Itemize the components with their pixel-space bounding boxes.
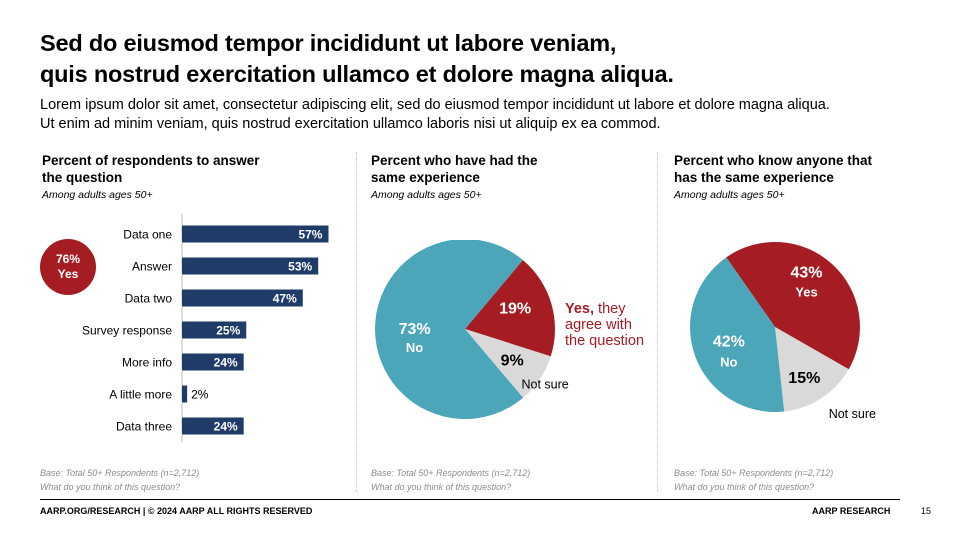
yes-callout-line-3: the question (565, 333, 644, 349)
yes-callout-line-2: agree with (565, 317, 632, 333)
panel-2-title-line-1: Percent who have had the (371, 153, 538, 168)
pie-slice-name: Yes (795, 284, 817, 299)
pie-slice (465, 329, 551, 398)
pie-value-label: 9% (501, 353, 524, 370)
bar (182, 257, 319, 275)
bar-value-label: 24% (214, 420, 238, 434)
bar-category-label: Data three (116, 420, 172, 434)
panel-1-header: Percent of respondents to answer the que… (42, 152, 342, 202)
panel-1-subtitle: Among adults ages 50+ (42, 189, 153, 201)
panel-2-note: Base: Total 50+ Respondents (n=2,712) Wh… (371, 466, 530, 494)
panel-3-header: Percent who know anyone that has the sam… (674, 152, 944, 202)
pie-slice (375, 240, 524, 419)
bar (182, 353, 244, 371)
bar-value-label: 25% (216, 324, 240, 338)
panel-2-header: Percent who have had the same experience… (371, 152, 651, 202)
panel-3-subtitle: Among adults ages 50+ (674, 189, 785, 201)
bar-category-label: Answer (132, 260, 172, 274)
pie-value-label: 73% (399, 321, 431, 338)
page-title: Sed do eiusmod tempor incididunt ut labo… (40, 28, 940, 90)
pie-value-label: 19% (499, 300, 531, 317)
panel-2-title-line-2: same experience (371, 170, 480, 185)
pie-value-label: 42% (713, 333, 745, 350)
pie-slice (465, 260, 555, 357)
pie-slice (726, 242, 860, 370)
bar-value-label: 47% (273, 292, 297, 306)
panel-3-title-line-1: Percent who know anyone that (674, 153, 873, 168)
footer-rule (40, 499, 900, 500)
bar-category-label: Data two (125, 292, 173, 306)
footer-right: AARP RESEARCH (812, 506, 891, 516)
panel-1-note-line-2: What do you think of this question? (40, 482, 181, 492)
panel-2-note-line-2: What do you think of this question? (371, 482, 512, 492)
divider-1 (356, 152, 357, 492)
bar (182, 417, 244, 435)
yes-callout-line-1: Yes, they (565, 301, 626, 317)
pie-value-label: 43% (791, 264, 823, 281)
bar-category-label: A little more (109, 388, 172, 402)
pie-slice-name: Not sure (829, 407, 876, 421)
bar (182, 225, 329, 243)
panel-3-note-line-2: What do you think of this question? (674, 482, 815, 492)
bar-chart: Data one 57% Answer 53% Data two 47% Survey re… (82, 214, 329, 442)
pie-value-label: 15% (788, 370, 820, 387)
bar (182, 321, 247, 339)
panel-2-subtitle: Among adults ages 50+ (371, 189, 482, 201)
bar-category-label: Data one (123, 228, 172, 242)
page-number: 15 (921, 506, 932, 516)
pie-chart-2: 43% Yes 15% Not sure 42% No (690, 242, 876, 421)
bar-value-label: 57% (298, 228, 322, 242)
yes-badge-value: 76% (55, 252, 81, 266)
bar-category-label: Survey response (82, 324, 172, 338)
bar-value-label: 53% (288, 260, 312, 274)
page-subtitle: Lorem ipsum dolor sit amet, consectetur … (40, 96, 940, 134)
pie-slice-name: Not sure (522, 378, 569, 392)
panel-2-note-line-1: Base: Total 50+ Respondents (n=2,712) (371, 468, 531, 478)
bar-value-label: 24% (214, 356, 238, 370)
bar (182, 385, 188, 403)
bar-value-label: 2% (191, 388, 209, 402)
panel-1-title-line-2: the question (42, 170, 123, 185)
bar-category-label: More info (122, 356, 172, 370)
panel-3-title-line-2: has the same experience (674, 170, 834, 185)
pie-slice (775, 327, 849, 412)
page-title-line-1: Sed do eiusmod tempor incididunt ut labo… (40, 30, 617, 56)
bar (182, 289, 303, 307)
yes-badge: 76% Yes (40, 239, 96, 295)
panel-3-note: Base: Total 50+ Respondents (n=2,712) Wh… (674, 466, 833, 494)
pie-slice-name: No (720, 354, 737, 369)
panel-3-note-line-1: Base: Total 50+ Respondents (n=2,712) (674, 468, 834, 478)
pie-slice (690, 257, 785, 412)
pie-slice-name: No (406, 340, 423, 355)
panel-1-title-line-1: Percent of respondents to answer (42, 153, 260, 168)
footer-left: AARP.ORG/RESEARCH | © 2024 AARP ALL RIGH… (40, 506, 313, 516)
page-subtitle-line-2: Ut enim ad minim veniam, quis nostrud ex… (40, 116, 661, 132)
divider-2 (657, 152, 658, 492)
page-title-line-2: quis nostrud exercitation ullamco et dol… (40, 61, 674, 87)
panel-1-note: Base: Total 50+ Respondents (n=2,712) Wh… (40, 466, 199, 494)
page-subtitle-line-1: Lorem ipsum dolor sit amet, consectetur … (40, 97, 830, 113)
panel-1-note-line-1: Base: Total 50+ Respondents (n=2,712) (40, 468, 200, 478)
yes-badge-label: Yes (57, 267, 79, 281)
